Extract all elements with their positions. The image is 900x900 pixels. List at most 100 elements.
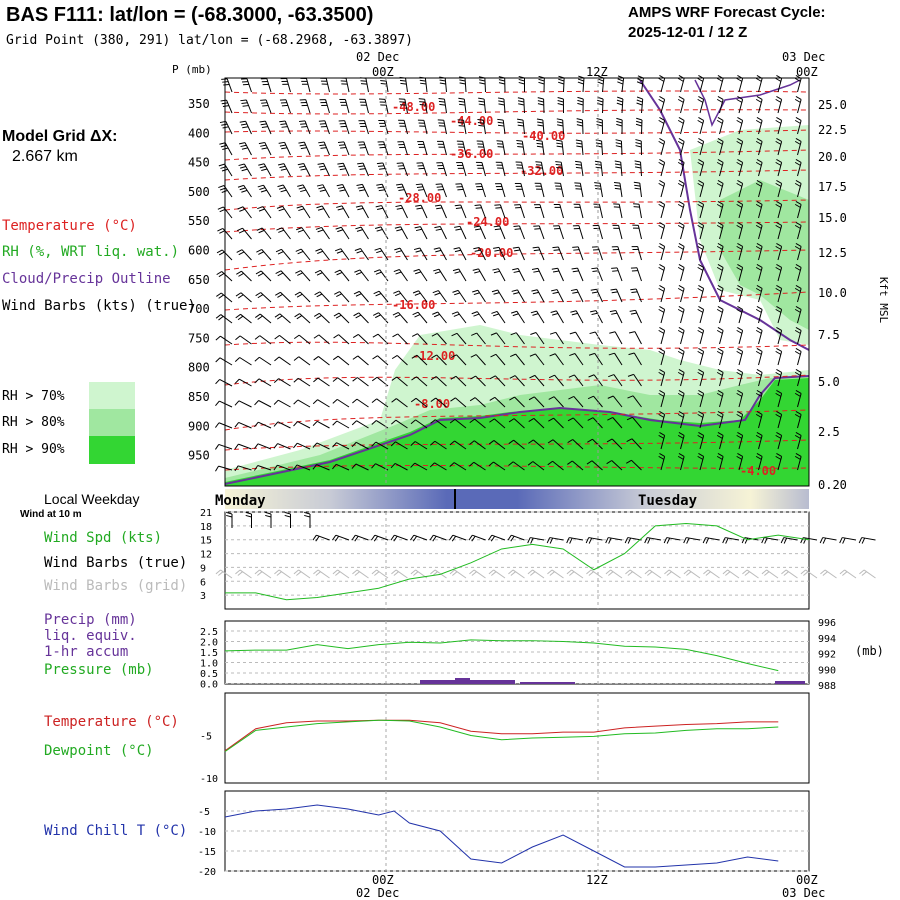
wind-barb <box>372 333 379 338</box>
wind-barb <box>453 462 467 471</box>
wind-barb <box>659 96 665 100</box>
wind-barb <box>340 147 347 149</box>
wind-barb <box>499 204 506 219</box>
wind-barb <box>280 168 287 171</box>
isotherm-label: -40.00 <box>522 129 565 143</box>
grid-wind-barb <box>547 569 553 575</box>
wind-barb <box>255 292 261 297</box>
height-tick-label: 7.5 <box>818 328 840 342</box>
wind-tick-label: 15 <box>200 536 212 547</box>
wind-barb <box>460 183 467 198</box>
wind-barb <box>717 453 724 457</box>
grid-wind-barb <box>824 569 837 579</box>
wind-barb <box>795 180 802 184</box>
isotherm-line <box>224 109 810 115</box>
wind-barb <box>460 204 467 219</box>
wind-barb <box>312 399 318 405</box>
wind-barb <box>434 419 447 429</box>
wind-barb <box>434 271 441 274</box>
grid-wind-barb <box>293 569 299 575</box>
wind-barb <box>338 186 345 189</box>
wind-barb <box>298 334 311 345</box>
wind-barb <box>254 356 260 362</box>
wind-barb <box>698 117 704 121</box>
wind-barb <box>323 141 330 156</box>
wind-barb <box>340 226 350 240</box>
grid-wind-barb <box>469 569 475 575</box>
grid-wind-barb <box>586 569 592 575</box>
precip-bar-peak <box>455 678 470 684</box>
wind-barb <box>577 78 584 82</box>
wind-barb <box>396 376 408 387</box>
wind-barb <box>633 181 640 184</box>
wind-barb <box>395 292 401 297</box>
surface-wind-barb <box>627 537 642 541</box>
wind-barb <box>238 230 245 234</box>
wind-barb <box>375 205 382 208</box>
wind-barb <box>659 411 665 415</box>
pressure-tick-label: 996 <box>818 618 836 629</box>
wind-barb <box>737 306 743 310</box>
wind-barb <box>418 290 428 303</box>
grid-wind-barb <box>686 571 692 576</box>
wind-barb <box>636 117 643 121</box>
wind-barb <box>379 248 389 261</box>
wind-barb <box>294 334 300 340</box>
grid-wind-barb <box>335 571 341 576</box>
wind-barb <box>775 392 782 397</box>
grid-wind-barb <box>530 571 536 576</box>
wind-barb <box>433 313 440 318</box>
wind-barb <box>775 329 782 334</box>
wind-barb <box>279 120 286 123</box>
wind-barb <box>357 207 364 211</box>
wind-barb <box>794 287 801 292</box>
wind-barb <box>557 246 564 261</box>
grid-wind-barb <box>863 569 876 579</box>
wind-barb <box>697 203 704 208</box>
wind-barb <box>632 395 642 408</box>
wind-barb <box>258 421 272 429</box>
wind-barb <box>775 161 782 166</box>
wind-barb <box>514 396 525 408</box>
wind-barb <box>658 140 665 145</box>
wind-barb <box>571 267 578 270</box>
wind-barb <box>660 120 666 135</box>
wind-barb <box>521 162 525 177</box>
wind-barb <box>489 418 495 423</box>
wind-barb <box>217 227 224 232</box>
wind-barb <box>719 456 724 471</box>
wind-barb <box>776 222 782 226</box>
wind-barb <box>776 432 782 436</box>
surface-wind-barb <box>725 537 729 544</box>
wind-barb <box>737 327 743 331</box>
grid-wind-barb <box>744 571 750 576</box>
wind-barb <box>245 99 252 114</box>
wind-barb <box>237 315 244 321</box>
wind-barb <box>660 330 666 345</box>
wind-barb <box>258 378 272 387</box>
wind-barb <box>699 99 705 114</box>
wind-barb <box>717 222 724 226</box>
wind-barb <box>794 371 801 376</box>
wind-barb <box>359 269 369 282</box>
wind-barb <box>680 267 685 282</box>
wind-barb <box>699 183 705 198</box>
wind-barb <box>238 443 252 450</box>
wind-barb <box>590 310 597 313</box>
wind-10m-label: Wind at 10 m <box>20 509 82 520</box>
wind-barb <box>737 264 743 268</box>
wind-barb <box>361 205 369 219</box>
wind-barb <box>677 245 684 250</box>
wind-barb <box>478 97 485 100</box>
wind-barb <box>395 441 408 450</box>
surface-wind-barb <box>722 537 726 544</box>
wind-barb <box>239 120 246 123</box>
wind-barb <box>737 96 743 100</box>
wind-barb <box>717 96 724 100</box>
wind-barb <box>698 453 704 457</box>
wind-barb <box>216 271 223 276</box>
wind-barb <box>698 369 704 373</box>
wind-barb <box>593 395 603 408</box>
wind-barb <box>776 117 782 121</box>
isotherm-line <box>224 221 810 233</box>
